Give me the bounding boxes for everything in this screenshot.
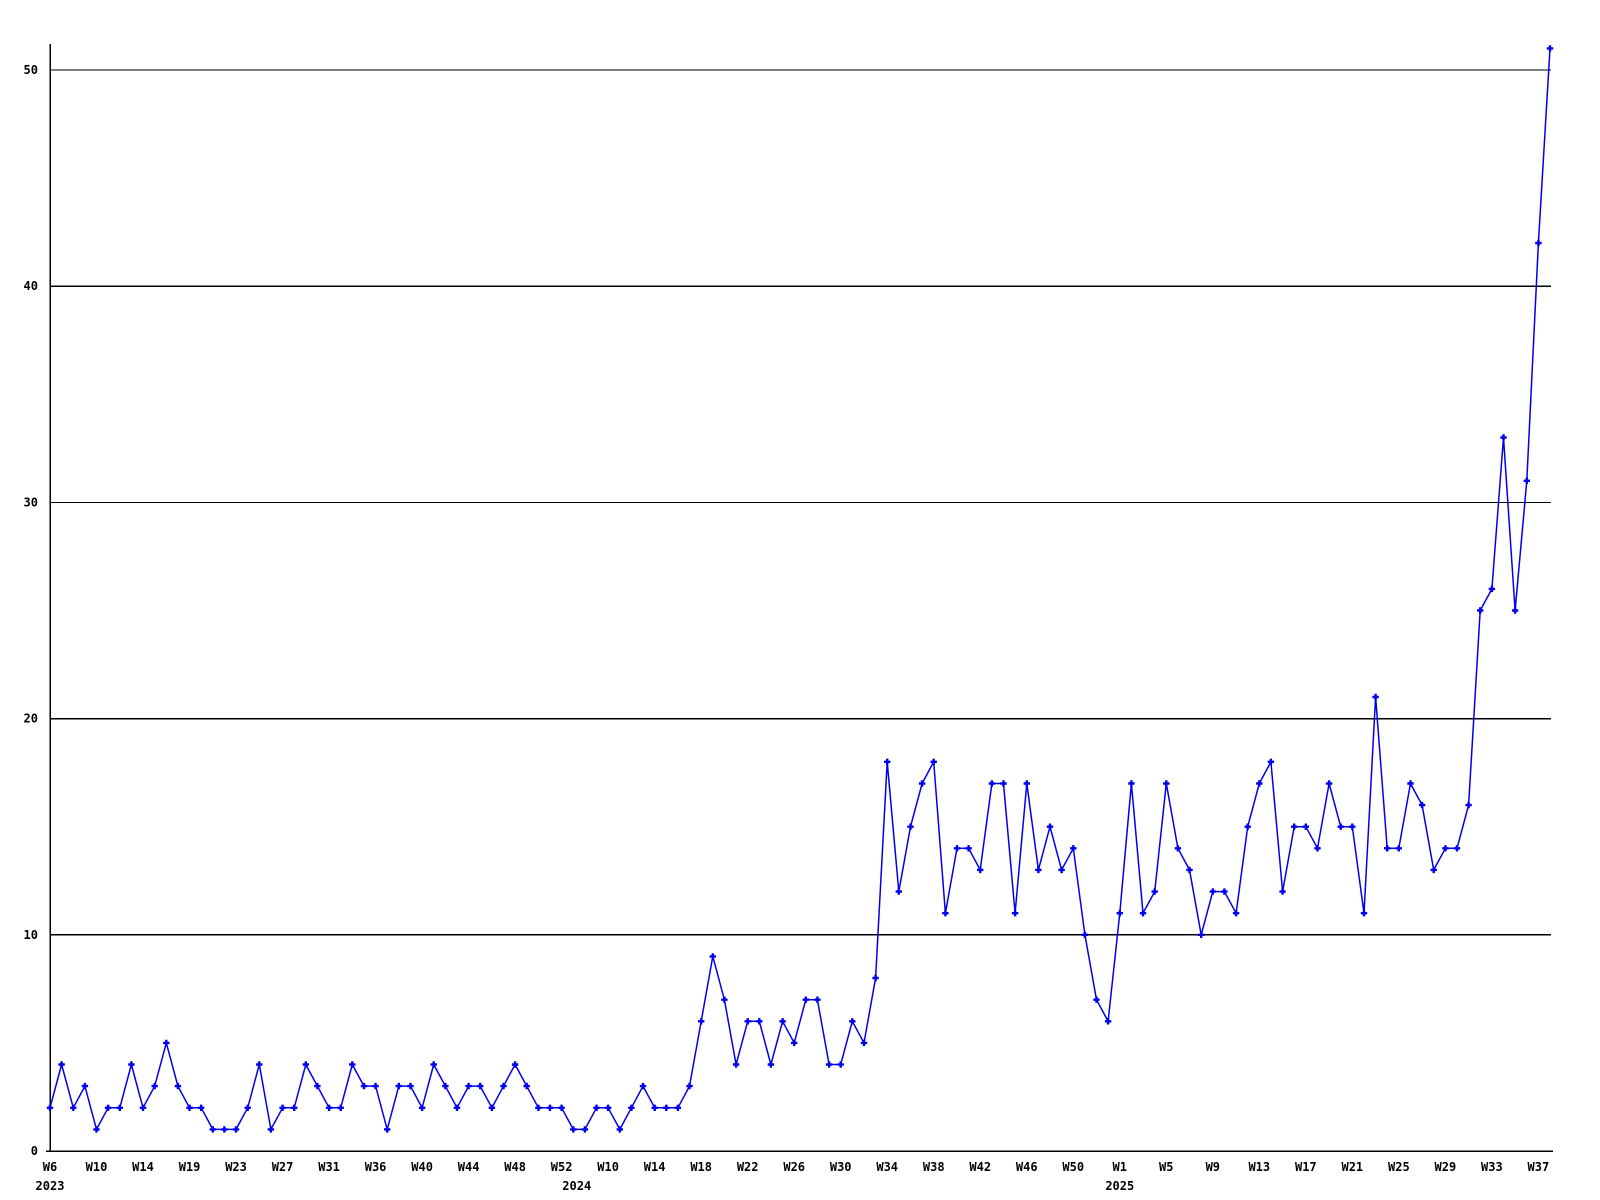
y-tick-label: 0 [31, 1144, 38, 1158]
x-tick-label: W10 [597, 1160, 619, 1174]
x-tick-label: W30 [830, 1160, 852, 1174]
x-tick-label: W50 [1062, 1160, 1084, 1174]
x-tick-label: W21 [1341, 1160, 1363, 1174]
x-tick-label: W17 [1295, 1160, 1317, 1174]
x-tick-label: W38 [923, 1160, 945, 1174]
x-tick-label: W36 [365, 1160, 387, 1174]
y-tick-label: 50 [24, 63, 38, 77]
x-tick-label: W46 [1016, 1160, 1038, 1174]
y-tick-label: 40 [24, 279, 38, 293]
x-tick-label: W52 [551, 1160, 573, 1174]
y-tick-label: 10 [24, 928, 38, 942]
x-tick-label: W34 [876, 1160, 898, 1174]
x-tick-label: W40 [411, 1160, 433, 1174]
x-tick-label: W44 [458, 1160, 480, 1174]
x-tick-label: W9 [1206, 1160, 1220, 1174]
x-tick-label: W33 [1481, 1160, 1503, 1174]
x-tick-label: W13 [1248, 1160, 1270, 1174]
x-tick-label: W42 [969, 1160, 991, 1174]
data-point-markers [46, 45, 1554, 1133]
x-tick-label: W29 [1435, 1160, 1457, 1174]
year-label: 2025 [1105, 1179, 1134, 1193]
data-line [49, 48, 1551, 1131]
x-tick-label: W27 [272, 1160, 294, 1174]
year-label: 2024 [562, 1179, 591, 1193]
x-tick-label: W25 [1388, 1160, 1410, 1174]
x-tick-label: W5 [1159, 1160, 1173, 1174]
x-tick-label: W19 [179, 1160, 201, 1174]
y-tick-label: 30 [24, 495, 38, 509]
x-tick-label: W31 [318, 1160, 340, 1174]
x-tick-label: W18 [690, 1160, 712, 1174]
x-tick-label: W14 [644, 1160, 666, 1174]
x-tick-label: W37 [1528, 1160, 1550, 1174]
x-tick-label: W6 [43, 1160, 57, 1174]
x-tick-label: W22 [737, 1160, 759, 1174]
x-tick-label: W14 [132, 1160, 154, 1174]
x-tick-label: W1 [1113, 1160, 1127, 1174]
x-tick-label: W48 [504, 1160, 526, 1174]
x-tick-label: W23 [225, 1160, 247, 1174]
x-tick-label: W26 [783, 1160, 805, 1174]
x-tick-label: W10 [86, 1160, 108, 1174]
year-label: 2023 [36, 1179, 65, 1193]
y-tick-label: 20 [24, 712, 38, 726]
